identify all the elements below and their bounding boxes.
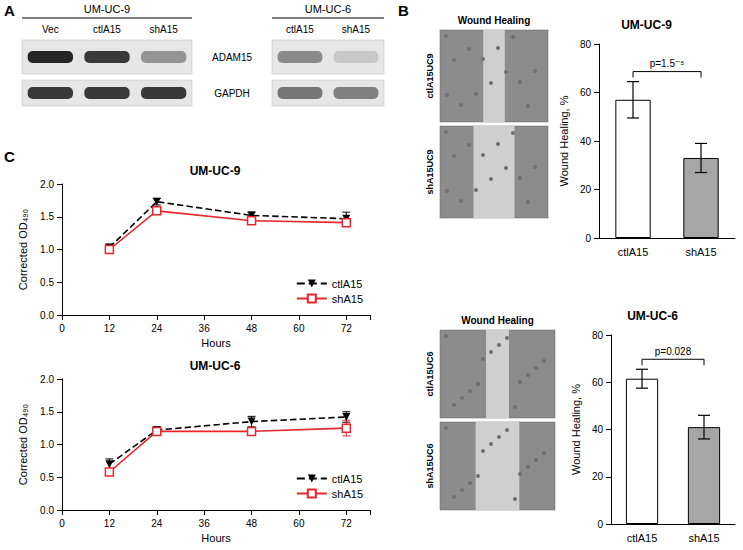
svg-text:0: 0 (59, 323, 65, 334)
svg-text:2.0: 2.0 (40, 179, 54, 190)
svg-text:20: 20 (580, 184, 592, 195)
svg-text:Vec: Vec (42, 24, 59, 35)
svg-text:60: 60 (592, 377, 604, 388)
svg-text:Hours: Hours (201, 337, 231, 349)
svg-text:UM-UC-6: UM-UC-6 (305, 3, 351, 15)
svg-text:UM-UC-9: UM-UC-9 (84, 3, 130, 15)
svg-text:ctlA15: ctlA15 (286, 24, 314, 35)
svg-text:20: 20 (592, 471, 604, 482)
svg-text:shA15: shA15 (332, 293, 363, 305)
svg-text:Corrected OD₄₉₀: Corrected OD₄₉₀ (17, 209, 29, 290)
svg-text:1.0: 1.0 (40, 244, 54, 255)
svg-text:60: 60 (293, 323, 305, 334)
svg-text:ctlA15: ctlA15 (618, 246, 649, 258)
svg-text:72: 72 (341, 323, 353, 334)
svg-text:UM-UC-6: UM-UC-6 (190, 359, 241, 373)
svg-text:shA15: shA15 (685, 246, 716, 258)
svg-text:p=0.028: p=0.028 (655, 346, 692, 357)
svg-text:80: 80 (592, 330, 604, 341)
svg-text:40: 40 (592, 424, 604, 435)
svg-text:shA15: shA15 (149, 24, 178, 35)
svg-text:72: 72 (341, 518, 353, 529)
svg-text:1.5: 1.5 (40, 211, 54, 222)
svg-text:ADAM15: ADAM15 (212, 52, 252, 63)
svg-text:0.5: 0.5 (40, 472, 54, 483)
svg-text:Corrected OD₄₉₀: Corrected OD₄₉₀ (17, 404, 29, 485)
svg-text:1.0: 1.0 (40, 439, 54, 450)
svg-text:shA15UC9: shA15UC9 (425, 149, 435, 194)
svg-text:Wound Healing: Wound Healing (461, 315, 534, 326)
svg-text:0.0: 0.0 (40, 310, 54, 321)
svg-text:60: 60 (580, 87, 592, 98)
svg-text:0.5: 0.5 (40, 277, 54, 288)
svg-text:shA15UC6: shA15UC6 (425, 443, 435, 488)
svg-text:24: 24 (151, 518, 163, 529)
svg-text:Wound Healing: Wound Healing (458, 15, 531, 26)
svg-text:ctlA15UC9: ctlA15UC9 (425, 53, 435, 98)
svg-text:60: 60 (293, 518, 305, 529)
svg-text:ctlA15: ctlA15 (332, 278, 363, 290)
svg-text:UM-UC-6: UM-UC-6 (627, 309, 678, 323)
svg-text:80: 80 (580, 39, 592, 50)
svg-text:p=1.5⁻⁵: p=1.5⁻⁵ (650, 58, 685, 69)
svg-text:shA15: shA15 (332, 488, 363, 500)
svg-text:ctlA15: ctlA15 (627, 532, 658, 544)
svg-text:shA15: shA15 (688, 532, 719, 544)
svg-text:40: 40 (580, 136, 592, 147)
svg-text:B: B (398, 2, 409, 19)
svg-text:A: A (4, 2, 15, 19)
svg-text:48: 48 (246, 323, 258, 334)
svg-text:ctlA15UC6: ctlA15UC6 (425, 351, 435, 396)
svg-text:12: 12 (104, 518, 116, 529)
svg-text:Wound Healing, %: Wound Healing, % (558, 95, 570, 186)
svg-text:C: C (4, 148, 15, 165)
svg-text:ctlA15: ctlA15 (93, 24, 121, 35)
svg-text:48: 48 (246, 518, 258, 529)
svg-text:2.0: 2.0 (40, 374, 54, 385)
svg-text:36: 36 (199, 323, 211, 334)
svg-text:ctlA15: ctlA15 (332, 473, 363, 485)
svg-text:0: 0 (59, 518, 65, 529)
svg-text:Hours: Hours (201, 532, 231, 544)
svg-text:0: 0 (585, 233, 591, 244)
svg-text:GAPDH: GAPDH (214, 88, 250, 99)
svg-text:0.0: 0.0 (40, 505, 54, 516)
svg-text:UM-UC-9: UM-UC-9 (621, 18, 672, 32)
svg-text:24: 24 (151, 323, 163, 334)
svg-text:12: 12 (104, 323, 116, 334)
svg-text:36: 36 (199, 518, 211, 529)
svg-text:Wound Healing, %: Wound Healing, % (570, 384, 582, 475)
svg-text:0: 0 (597, 519, 603, 530)
svg-text:shA15: shA15 (342, 24, 371, 35)
svg-text:1.5: 1.5 (40, 406, 54, 417)
svg-text:UM-UC-9: UM-UC-9 (190, 164, 241, 178)
